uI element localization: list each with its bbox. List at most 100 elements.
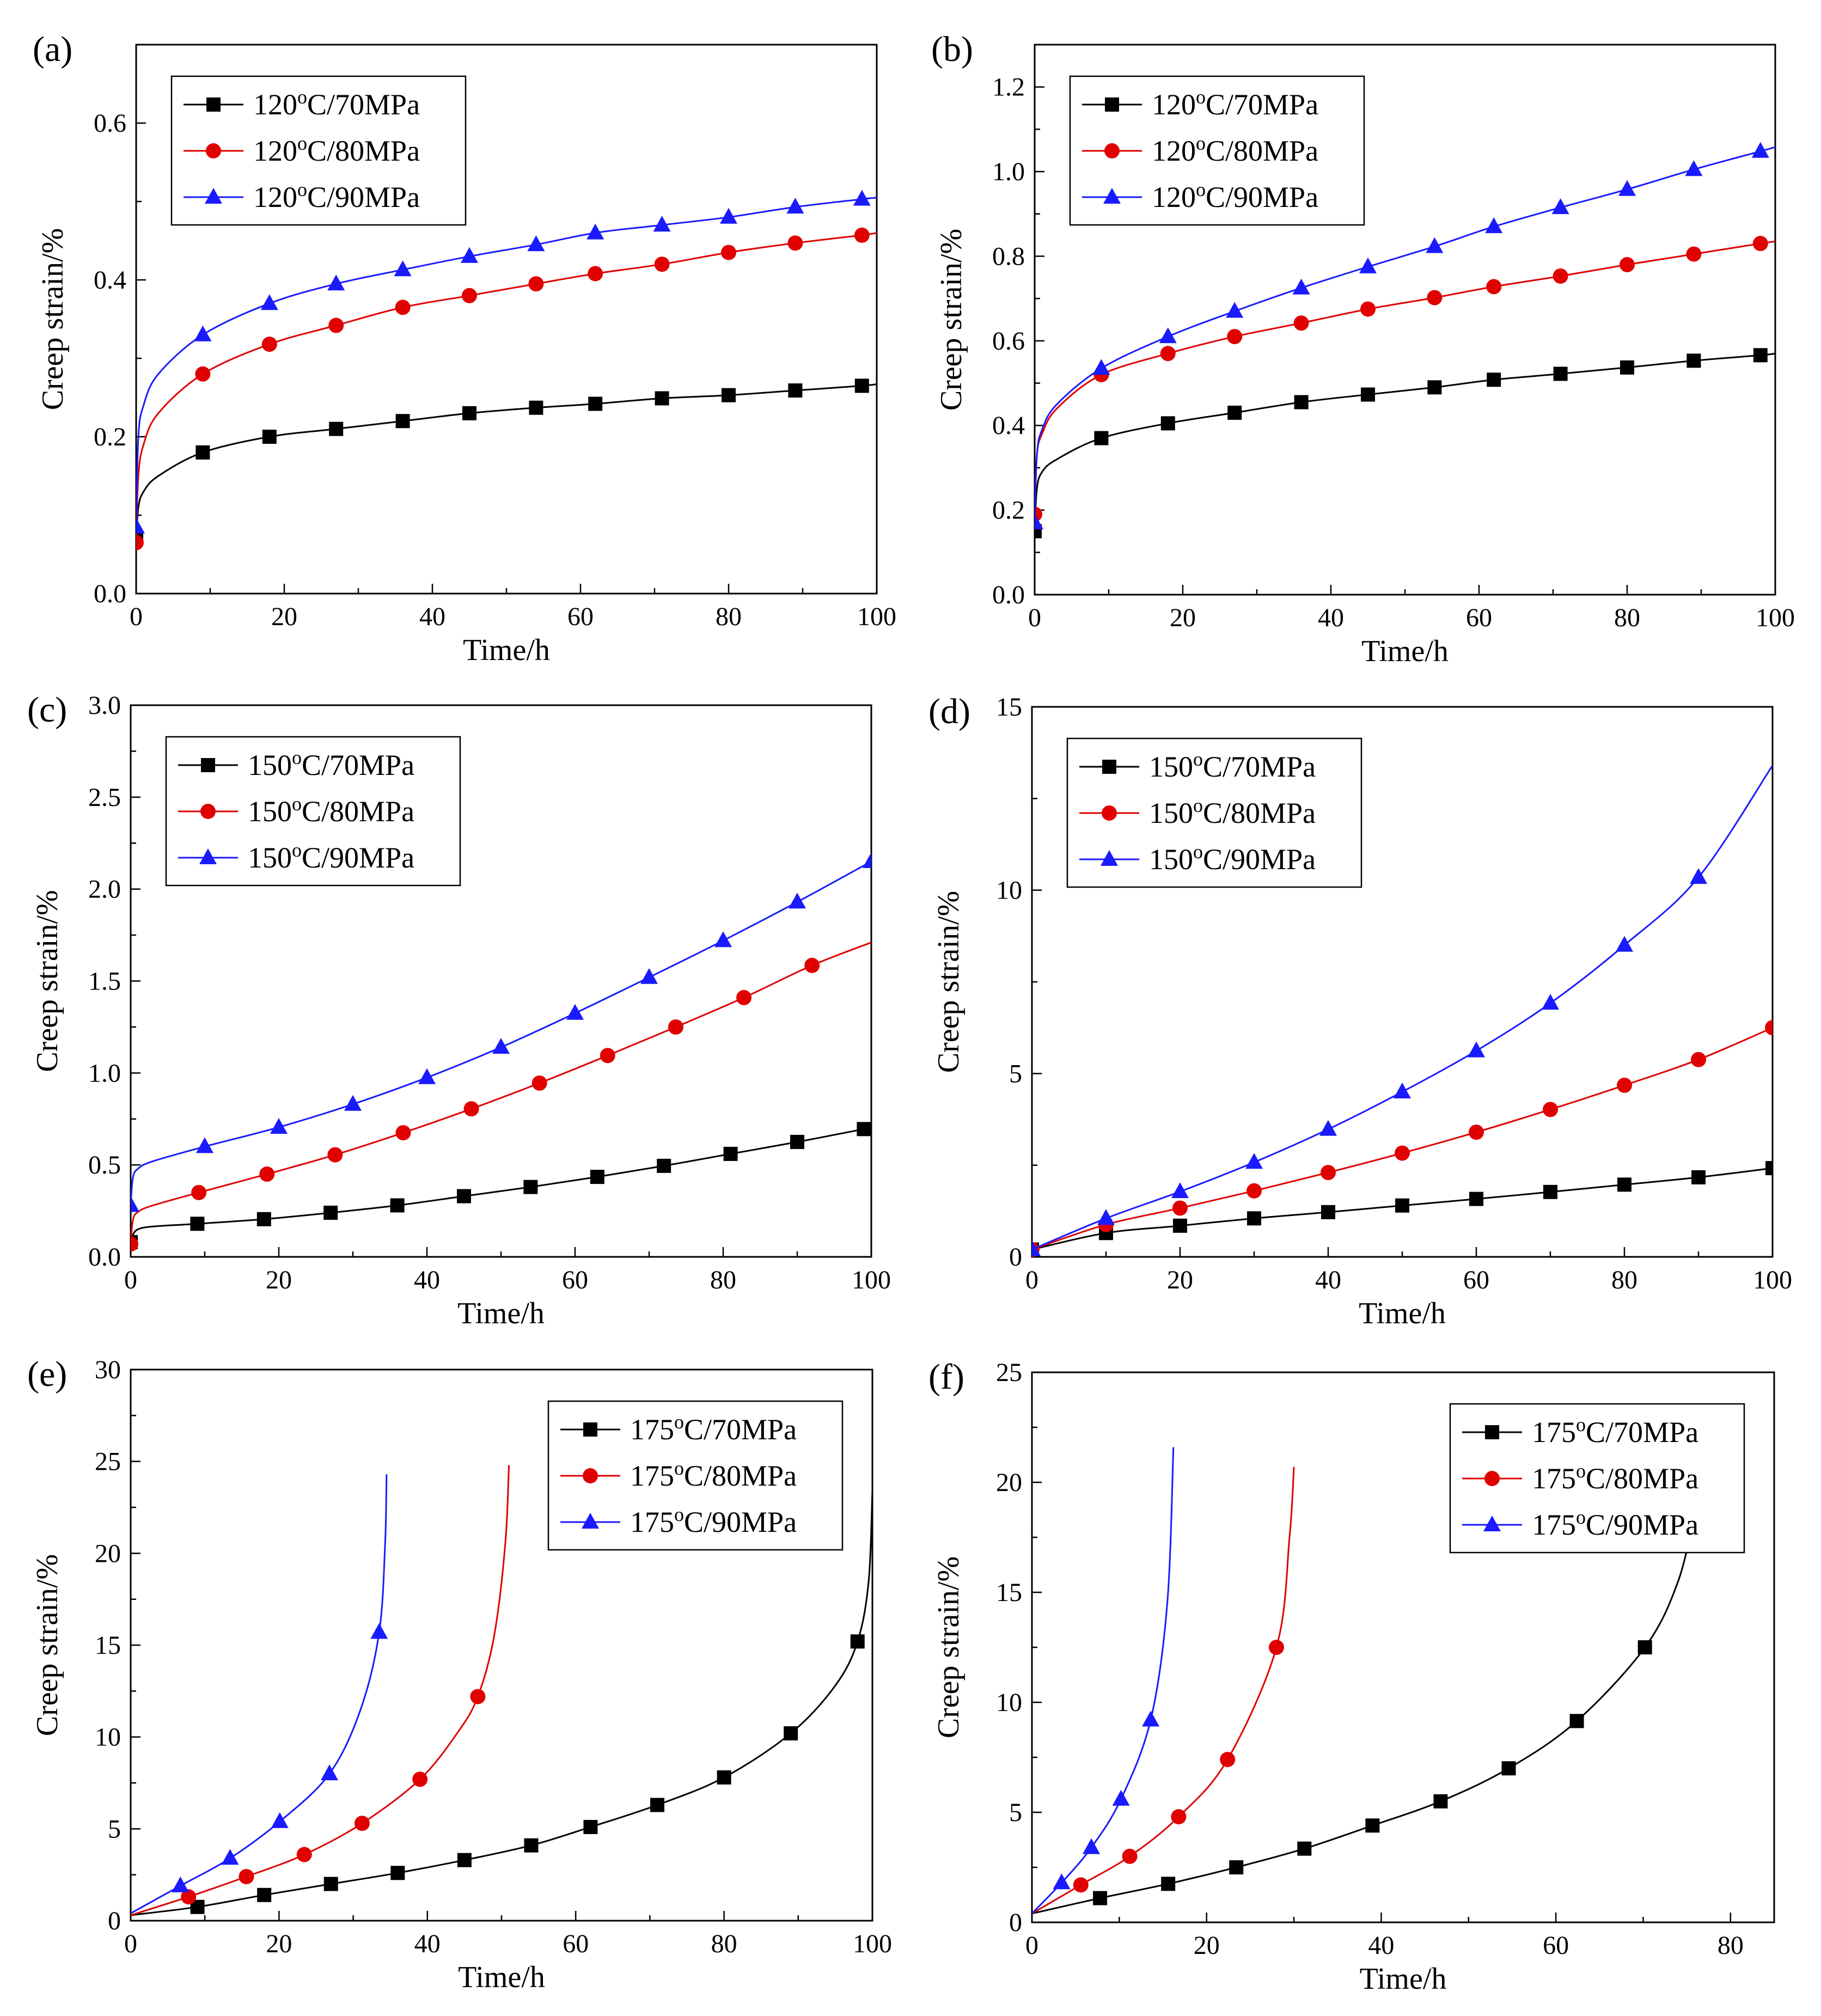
series-line	[1035, 146, 1775, 523]
data-point	[655, 391, 669, 406]
y-tick-label: 0.6	[94, 109, 126, 138]
data-point	[863, 852, 871, 869]
legend-label: 120oC/70MPa	[1152, 86, 1318, 121]
legend-label: 120oC/90MPa	[253, 179, 420, 213]
x-tick-label: 100	[1753, 1266, 1792, 1294]
legend-marker	[1103, 188, 1121, 204]
data-point	[1359, 257, 1377, 273]
x-tick-label: 0	[124, 1266, 137, 1294]
data-point	[784, 1726, 798, 1740]
data-point	[418, 1068, 436, 1084]
x-tick-label: 100	[852, 1266, 891, 1294]
y-tick-label: 15	[996, 1578, 1022, 1607]
data-point	[1247, 1211, 1261, 1226]
data-point	[788, 383, 803, 398]
series-line	[131, 1474, 388, 1914]
data-point	[194, 325, 212, 341]
y-tick-label: 20	[95, 1539, 121, 1568]
legend-label-rest: C/80MPa	[1206, 135, 1318, 167]
data-point	[1569, 1714, 1584, 1728]
data-point	[457, 1189, 471, 1204]
chart-panel-1: (b) 0 20 40 60 80 100 0.0 0.2 0.4 0.6 0.8 1.0 1.2 Time…	[931, 29, 1795, 668]
y-tick-label: 1.2	[992, 73, 1025, 102]
data-point	[1293, 315, 1309, 331]
x-axis-title: Time/h	[1359, 1297, 1446, 1330]
chart-panel-0: (a) 0 20 40 60 80 100 0.0 0.2 0.4 0.6 Time/h Creep s…	[33, 29, 896, 667]
y-tick-label: 0.0	[992, 581, 1025, 609]
series-line	[1032, 1447, 1175, 1914]
data-point	[586, 223, 604, 240]
data-point	[136, 517, 145, 534]
legend-entry-175-c-70mpa: 175oC/70MPa	[1462, 1414, 1698, 1449]
legend-label: 120oC/80MPa	[253, 132, 420, 167]
data-point	[650, 1798, 665, 1812]
legend-label-rest: C/90MPa	[1206, 181, 1318, 213]
y-tick-label: 0.0	[94, 579, 126, 608]
legend-label-rest: C/70MPa	[684, 1413, 797, 1446]
x-axis-title: Time/h	[1360, 1962, 1447, 1996]
series-120-c-80mpa	[136, 227, 877, 551]
data-point	[1691, 1170, 1706, 1184]
y-tick-label: 0	[1009, 1243, 1022, 1272]
series-175-c-80mpa	[1032, 1467, 1295, 1915]
legend-label: 175oC/90MPa	[1532, 1506, 1698, 1541]
panel-label: (c)	[27, 690, 67, 730]
data-point	[1620, 360, 1634, 375]
series-150-c-70mpa	[131, 1122, 871, 1249]
series-120-c-70mpa	[136, 378, 877, 546]
data-point	[1553, 268, 1568, 284]
legend-label-degree: o	[297, 86, 307, 108]
data-point	[1468, 1041, 1485, 1058]
data-point	[717, 1770, 731, 1785]
data-point	[1616, 936, 1633, 952]
data-point	[640, 968, 658, 984]
x-tick-label: 60	[1463, 1266, 1489, 1294]
data-point	[853, 190, 871, 206]
legend-label-degree: o	[1576, 1414, 1586, 1435]
x-tick-label: 20	[1194, 1931, 1220, 1960]
data-point	[1469, 1125, 1484, 1140]
x-tick-label: 60	[562, 1266, 588, 1294]
y-tick-label: 5	[1009, 1059, 1022, 1088]
legend-label-degree: o	[292, 747, 302, 768]
data-point	[531, 1075, 547, 1091]
data-point	[1094, 431, 1109, 445]
series-line	[1032, 765, 1773, 1250]
data-point	[1083, 1838, 1101, 1854]
legend-label-rest: C/80MPa	[684, 1459, 797, 1492]
data-point	[1226, 302, 1244, 318]
data-point	[256, 1212, 271, 1226]
series-120-c-90mpa	[1035, 142, 1775, 529]
data-point	[1171, 1809, 1187, 1825]
data-point	[736, 989, 752, 1005]
data-point	[1032, 1240, 1041, 1256]
legend-label-degree: o	[674, 1504, 684, 1525]
data-point	[1486, 279, 1502, 295]
data-point	[1551, 198, 1569, 215]
legend-marker	[582, 1513, 599, 1529]
legend-marker	[200, 804, 216, 819]
legend-label-rest: C/80MPa	[302, 795, 414, 828]
data-point	[722, 388, 736, 402]
x-tick-label: 20	[266, 1266, 292, 1294]
y-tick-label: 5	[108, 1815, 121, 1843]
legend-marker	[205, 188, 222, 204]
legend-label-main: 120	[1152, 88, 1196, 121]
series-line	[136, 232, 877, 543]
legend-label-rest: C/70MPa	[302, 749, 414, 781]
y-tick-label: 25	[95, 1447, 121, 1476]
legend-label-degree: o	[1193, 748, 1203, 770]
series-175-c-90mpa	[1032, 1447, 1175, 1914]
y-tick-label: 0	[108, 1907, 121, 1935]
data-point	[1753, 348, 1768, 363]
legend-label-rest: C/70MPa	[307, 88, 420, 121]
data-point	[457, 1853, 472, 1867]
legend-label-rest: C/80MPa	[1203, 797, 1316, 829]
legend-entry-150-c-90mpa: 150oC/90MPa	[1079, 841, 1316, 876]
data-point	[329, 421, 344, 436]
legend-label-main: 175	[630, 1506, 674, 1538]
data-point	[1142, 1710, 1160, 1727]
